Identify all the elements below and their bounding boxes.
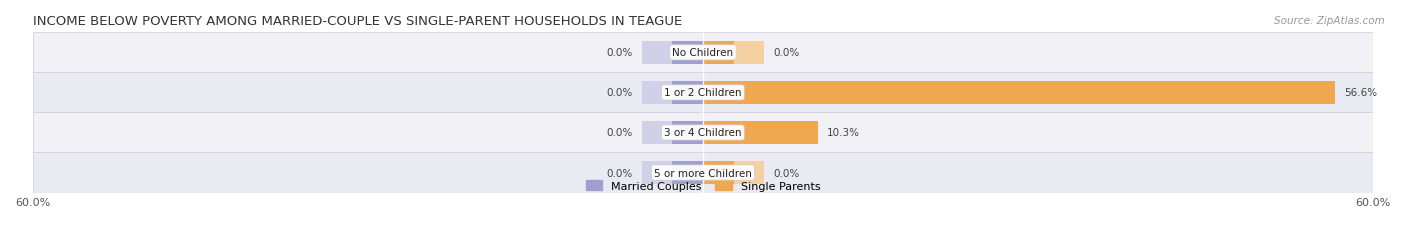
Bar <box>672 42 703 65</box>
Text: 0.0%: 0.0% <box>606 88 633 98</box>
Bar <box>703 82 1336 105</box>
Text: 0.0%: 0.0% <box>606 128 633 138</box>
Bar <box>672 82 703 105</box>
Bar <box>703 161 765 184</box>
Bar <box>703 42 734 65</box>
Text: 5 or more Children: 5 or more Children <box>654 168 752 178</box>
Bar <box>32 153 1374 193</box>
Bar <box>641 121 703 144</box>
Bar <box>672 161 703 184</box>
Text: INCOME BELOW POVERTY AMONG MARRIED-COUPLE VS SINGLE-PARENT HOUSEHOLDS IN TEAGUE: INCOME BELOW POVERTY AMONG MARRIED-COUPL… <box>32 15 682 28</box>
Bar <box>703 161 734 184</box>
Bar <box>703 121 818 144</box>
Bar <box>641 42 703 65</box>
Text: No Children: No Children <box>672 48 734 58</box>
Text: 3 or 4 Children: 3 or 4 Children <box>664 128 742 138</box>
Text: 0.0%: 0.0% <box>606 48 633 58</box>
Bar <box>703 121 818 144</box>
Text: 1 or 2 Children: 1 or 2 Children <box>664 88 742 98</box>
Bar <box>641 82 703 105</box>
Text: 10.3%: 10.3% <box>827 128 860 138</box>
Text: 0.0%: 0.0% <box>606 168 633 178</box>
Legend: Married Couples, Single Parents: Married Couples, Single Parents <box>581 176 825 195</box>
Bar <box>703 42 765 65</box>
Bar <box>641 161 703 184</box>
Bar <box>672 121 703 144</box>
Text: 0.0%: 0.0% <box>773 168 800 178</box>
Text: Source: ZipAtlas.com: Source: ZipAtlas.com <box>1274 16 1385 26</box>
Bar <box>32 33 1374 73</box>
Bar <box>703 82 1336 105</box>
Text: 56.6%: 56.6% <box>1344 88 1378 98</box>
Text: 0.0%: 0.0% <box>773 48 800 58</box>
Bar <box>32 113 1374 153</box>
Bar <box>32 73 1374 113</box>
